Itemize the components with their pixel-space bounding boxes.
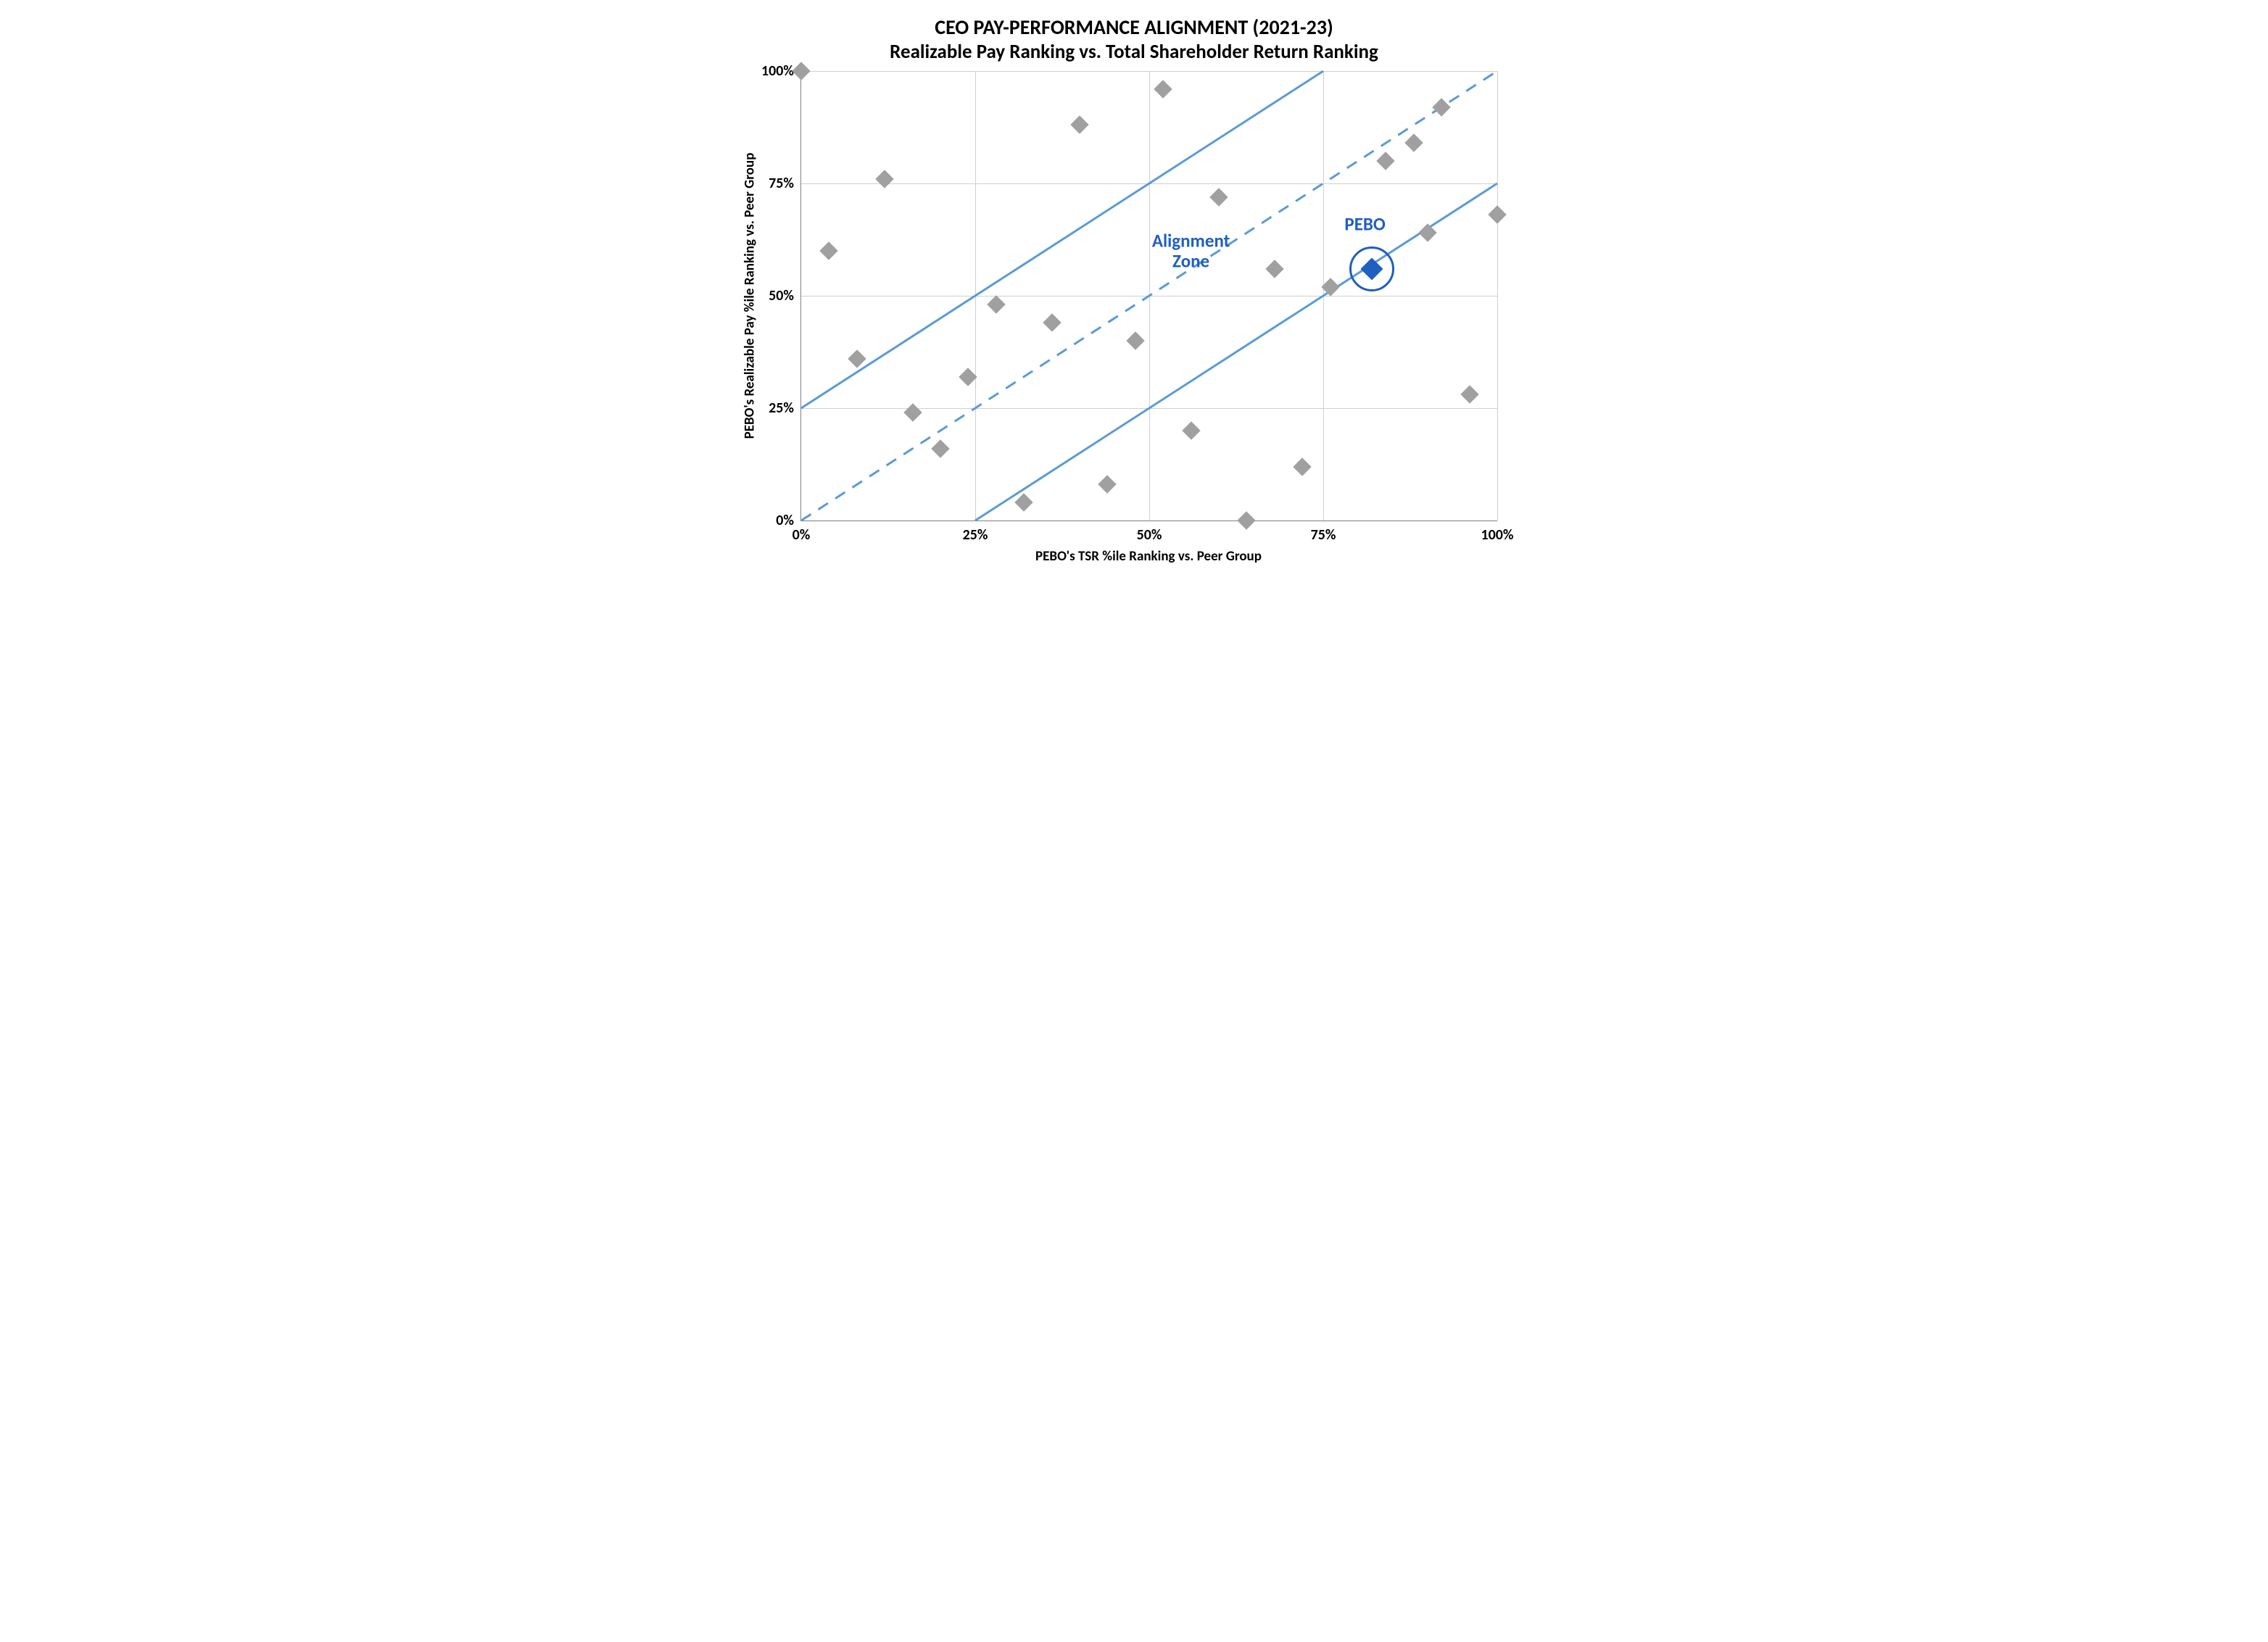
x-tick-label: 50% [1137,526,1162,544]
alignment-line-lower [975,183,1497,521]
x-tick-label: 75% [1311,526,1336,544]
alignment-line-center [801,71,1497,521]
alignment-line-upper [801,71,1323,408]
alignment-zone-label-line2: Zone [1152,251,1230,271]
grid-line-vertical [1497,71,1498,521]
x-tick-label: 0% [792,526,811,544]
alignment-zone-label: AlignmentZone [1152,231,1230,271]
plot-area: 0%0%25%25%50%50%75%75%100%100%AlignmentZ… [800,71,1497,521]
x-tick-label: 100% [1481,526,1514,544]
chart-container: CEO PAY-PERFORMANCE ALIGNMENT (2021-23) … [735,14,1533,594]
chart-title-line2: Realizable Pay Ranking vs. Total Shareho… [735,40,1533,64]
plot-wrapper: 0%0%25%25%50%50%75%75%100%100%AlignmentZ… [800,71,1533,521]
x-tick-label: 25% [963,526,988,544]
chart-title-block: CEO PAY-PERFORMANCE ALIGNMENT (2021-23) … [735,14,1533,64]
alignment-zone-label-line1: Alignment [1152,231,1230,252]
diagonal-lines-svg [801,71,1497,521]
pebo-label: PEBO [1344,214,1385,234]
x-axis-label: PEBO's TSR %ile Ranking vs. Peer Group [1035,548,1262,565]
chart-title-line1: CEO PAY-PERFORMANCE ALIGNMENT (2021-23) [735,14,1533,40]
y-tick-label: 0% [750,512,794,529]
y-axis-label: PEBO's Realizable Pay %ile Ranking vs. P… [742,153,758,439]
y-tick-label: 100% [750,62,794,80]
